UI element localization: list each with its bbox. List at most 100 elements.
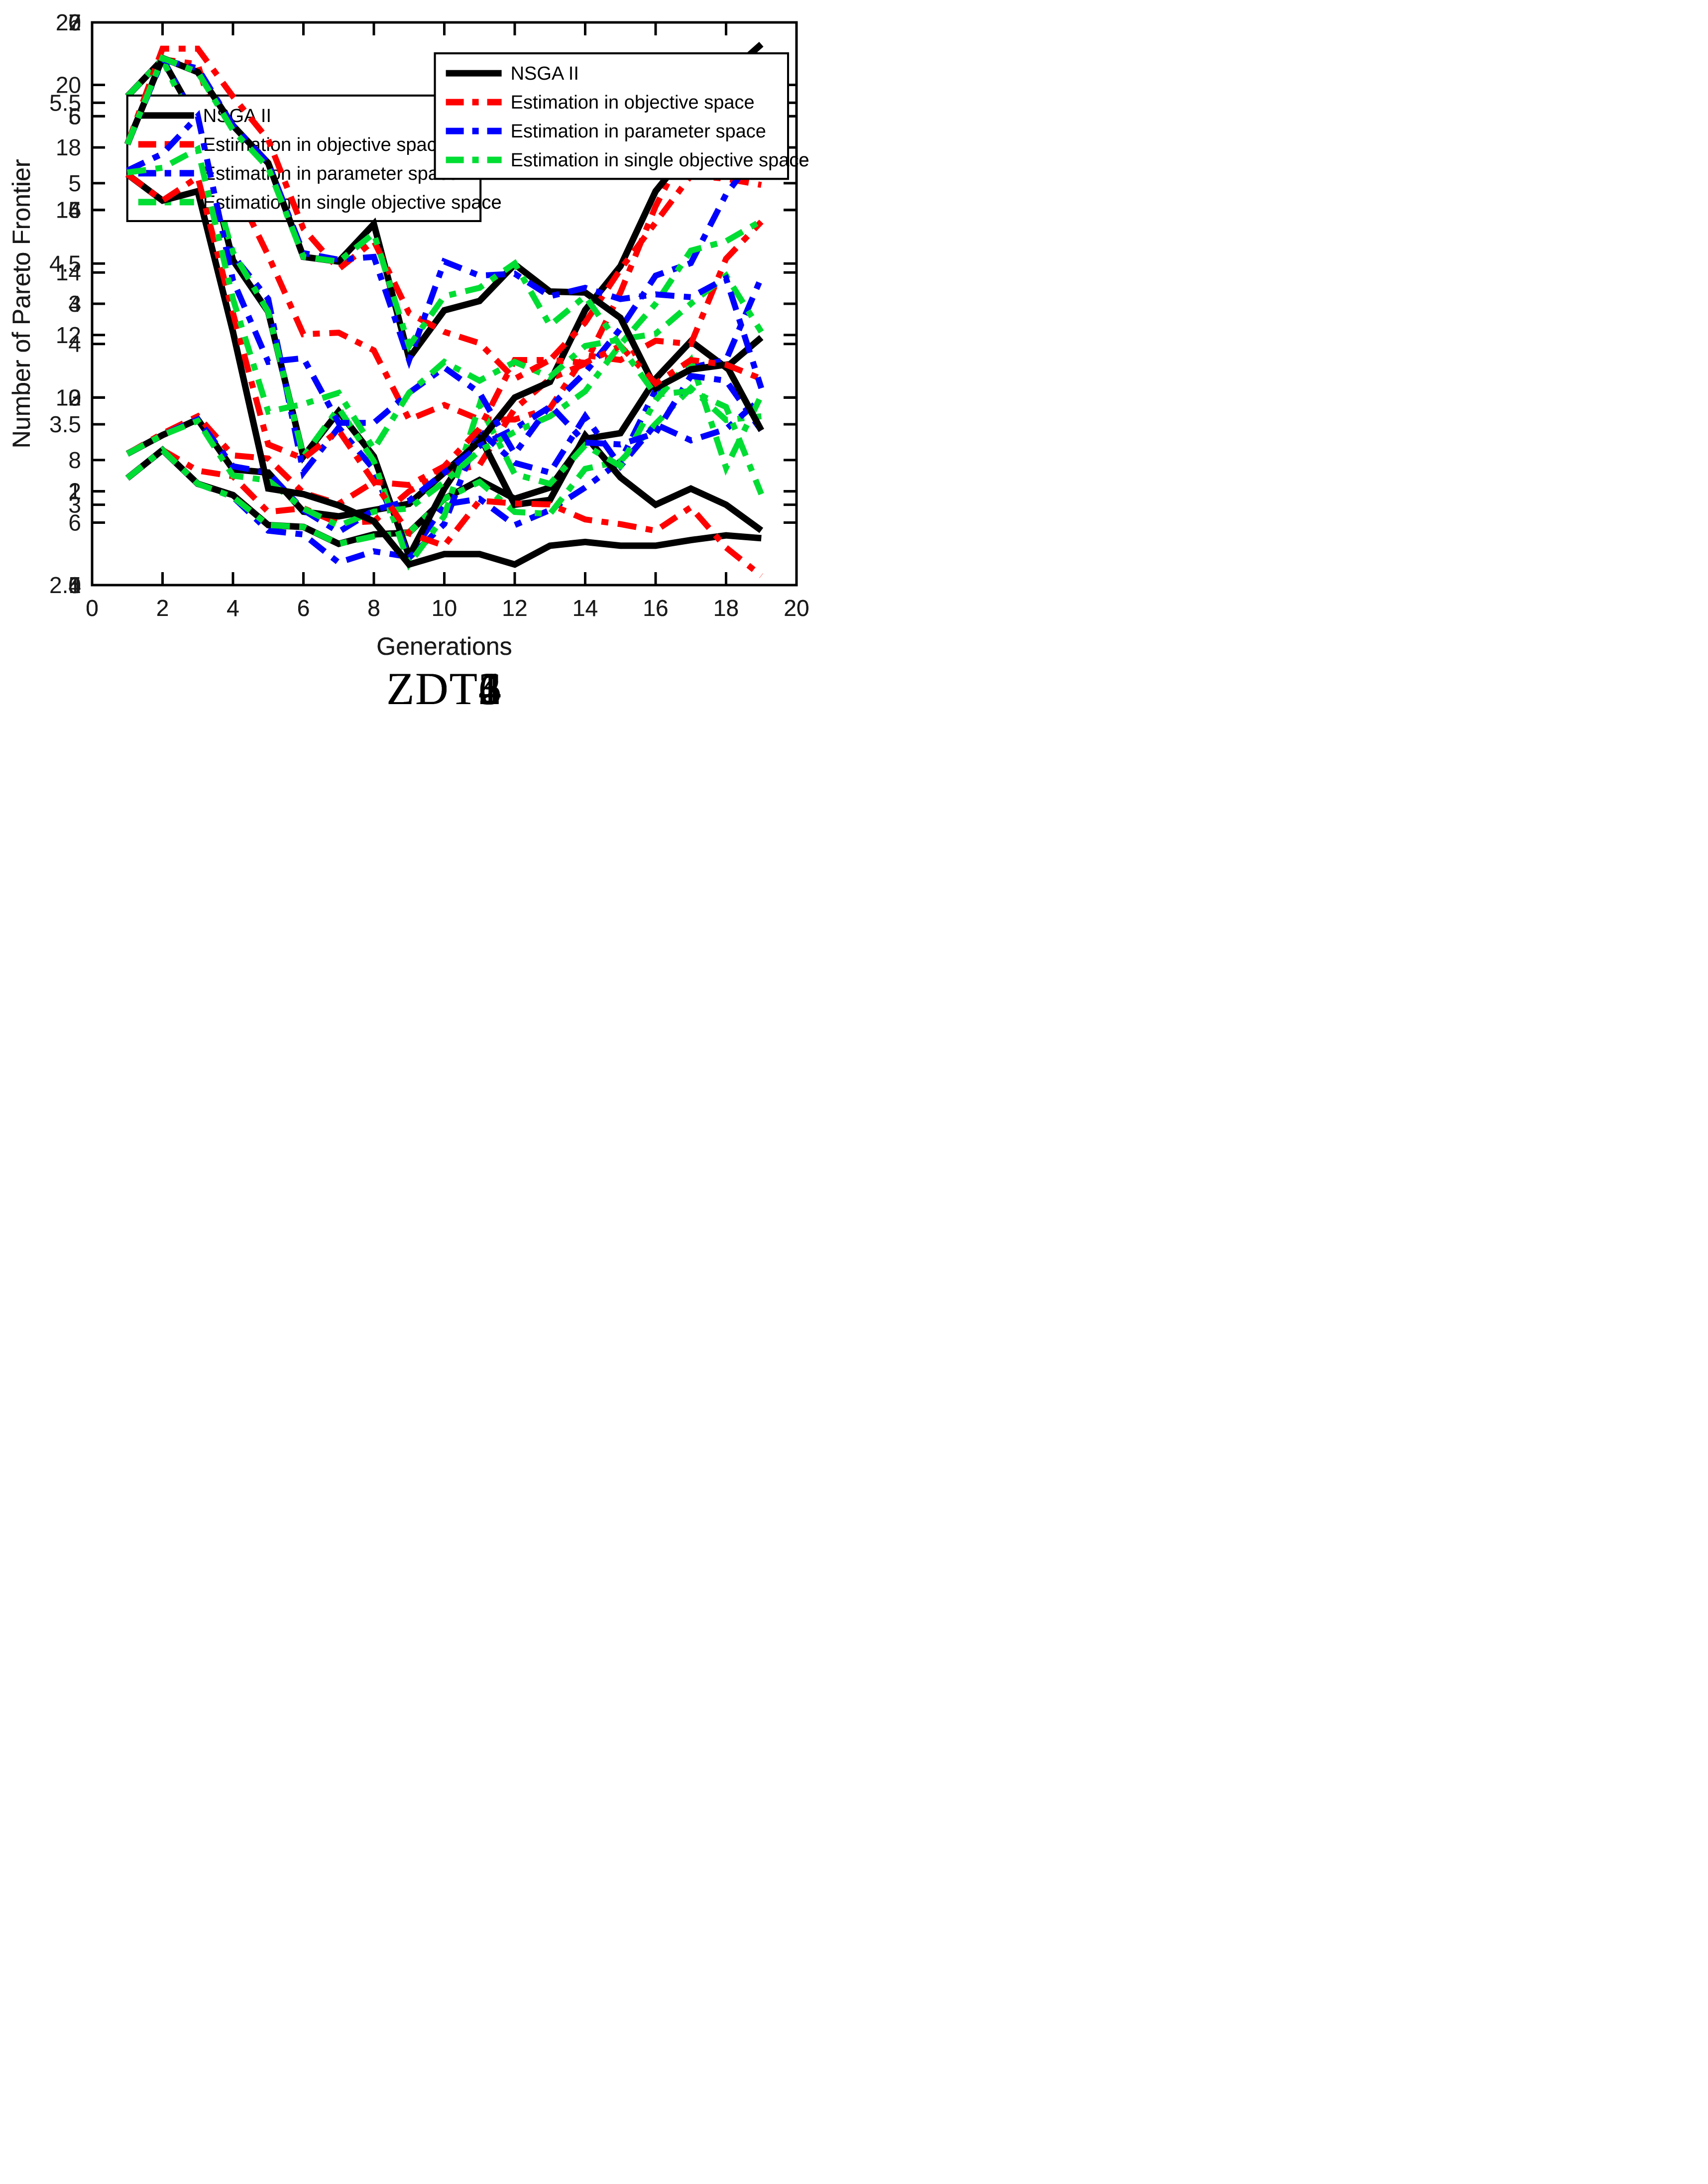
zdt1-ytick-label: 15	[56, 197, 81, 223]
zdt1-xtick-label: 2	[156, 595, 169, 621]
zdt3-ytick-label: 14	[56, 259, 81, 285]
zdt1-xtick-label: 6	[297, 595, 310, 621]
zdt1-xtick-label: 10	[432, 595, 457, 621]
zdt2-xtick-label: 8	[367, 595, 380, 621]
zdt3-series-3	[125, 218, 763, 529]
zdt1-xtick-label: 8	[367, 595, 380, 621]
zdt3-xtick-label: 20	[784, 595, 809, 621]
zdt4-series-0	[125, 171, 762, 569]
zdt2-xtick-label: 18	[713, 595, 739, 621]
zdt4-xlabel: Generations	[376, 632, 512, 660]
zdt2-xtick-label: 2	[156, 595, 169, 621]
zdt1-xlabel: Generations	[376, 632, 512, 660]
zdt2-xtick-label: 14	[572, 595, 598, 621]
zdt4-xtick-label: 10	[432, 595, 457, 621]
zdt3-xtick-label: 10	[432, 595, 457, 621]
zdt3-ytick-label: 16	[56, 197, 81, 223]
zdt3-xtick-label: 4	[227, 595, 239, 621]
zdt2-series-2	[125, 54, 764, 563]
zdt2-series-3	[125, 54, 764, 571]
zdt4-ytick-label: 1	[68, 572, 81, 598]
zdt3-xtick-label: 8	[367, 595, 380, 621]
zdt6-xtick-label: 18	[713, 595, 739, 621]
zdt4-xtick-label: 2	[156, 595, 169, 621]
zdt6-title: ZDT6	[386, 663, 502, 714]
zdt6-legend-label-3: Estimation in single objective space	[511, 150, 809, 171]
zdt2-ylabel: Number of Pareto Frontier	[7, 159, 35, 449]
zdt6-xtick-label: 8	[367, 595, 380, 621]
zdt4-series-1	[125, 172, 764, 578]
zdt6-xtick-label: 4	[227, 595, 239, 621]
zdt6-ytick-label: 5	[68, 103, 81, 129]
zdt2-ytick-label: 5.5	[49, 90, 81, 116]
zdt3-xtick-label: 0	[86, 595, 99, 621]
zdt4-xtick-label: 12	[502, 595, 527, 621]
zdt3-ytick-label: 20	[56, 72, 81, 98]
zdt6-legend-label-0: NSGA II	[511, 63, 579, 84]
zdt4-ytick-label: 5	[68, 197, 81, 223]
zdt2-xlabel: Generations	[376, 632, 512, 660]
zdt1-xtick-label: 0	[86, 595, 99, 621]
zdt3-ylabel: Number of Pareto Frontier	[7, 159, 35, 449]
zdt4-ytick-label: 2	[68, 479, 81, 504]
zdt6-ylabel: Number of Pareto Frontier	[7, 159, 35, 449]
zdt2-xtick-label: 10	[432, 595, 457, 621]
zdt4-ytick-label: 6	[68, 103, 81, 129]
zdt6-ytick-label: 4	[68, 197, 81, 223]
zdt2-xtick-label: 20	[784, 595, 809, 621]
zdt2-ytick-label: 2.5	[49, 572, 81, 598]
zdt6-ytick-label: 3	[68, 291, 81, 317]
zdt1-ytick-label: 5	[68, 572, 81, 598]
zdt3-legend-label-2: Estimation in parameter space	[203, 163, 458, 184]
zdt4-ytick-label: 7	[68, 9, 81, 35]
zdt3-ytick-label: 4	[68, 572, 81, 598]
zdt6-xtick-label: 14	[572, 595, 598, 621]
zdt2-ytick-label: 4.5	[49, 250, 81, 276]
zdt6-xtick-label: 0	[86, 595, 99, 621]
zdt3-ytick-label: 22	[56, 9, 81, 35]
zdt6-plot: 0 2 4 6 8 10 12 14 16 18 20 0 1 2 3 4 5 6 Generations Numbe…	[0, 0, 854, 728]
zdt4-xtick-label: 20	[784, 595, 809, 621]
zdt4-xtick-label: 6	[297, 595, 310, 621]
zdt6-legend-label-2: Estimation in parameter space	[511, 121, 766, 142]
zdt4-xtick-label: 14	[572, 595, 598, 621]
zdt6-series-1	[124, 45, 763, 387]
zdt2-ytick-label: 6	[68, 9, 81, 35]
zdt2-xtick-label: 4	[227, 595, 239, 621]
zdt6-legend: NSGA II Estimation in objective space Esti…	[434, 52, 809, 180]
zdt1-xtick-label: 12	[502, 595, 527, 621]
zdt1-title: ZDT1	[386, 663, 502, 714]
zdt2-title: ZDT2	[386, 663, 502, 714]
zdt1-ytick-label: 10	[56, 384, 81, 410]
zdt6-xtick-label: 2	[156, 595, 169, 621]
zdt6-xtick-label: 6	[297, 595, 310, 621]
zdt4-ylabel: Number of Pareto Frontier	[7, 159, 35, 449]
zdt6-xlabel: Generations	[376, 632, 512, 660]
zdt1-ytick-label: 20	[56, 9, 81, 35]
zdt3-xtick-label: 2	[156, 595, 169, 621]
zdt3-ytick-label: 8	[68, 447, 81, 473]
zdt2-ytick-label: 3	[68, 492, 81, 518]
zdt3-series-2	[125, 145, 764, 536]
zdt3-title: ZDT3	[386, 663, 502, 714]
zdt3-legend-label-0: NSGA II	[203, 106, 271, 126]
zdt4-ytick-label: 3	[68, 384, 81, 410]
zdt6-ytick-label: 0	[68, 572, 81, 598]
zdt2-xtick-label: 12	[502, 595, 527, 621]
zdt2-ytick-label: 3.5	[49, 411, 81, 437]
zdt6-svg: 0 2 4 6 8 10 12 14 16 18 200123456GenerationsNumbe…	[7, 9, 809, 660]
zdt3-xtick-label: 16	[643, 595, 668, 621]
zdt4-xtick-label: 18	[713, 595, 739, 621]
zdt2-ytick-label: 4	[68, 331, 81, 357]
zdt3-ytick-label: 18	[56, 134, 81, 160]
zdt6-ytick-label: 2	[68, 384, 81, 410]
zdt6-figure: 0 2 4 6 8 10 12 14 16 18 20 0 1 2 3 4 5 6 Generations Numbe…	[0, 0, 854, 728]
zdt1-ylabel: Number of Pareto Frontier	[7, 159, 35, 449]
zdt4-xtick-label: 16	[643, 595, 668, 621]
zdt4-xtick-label: 0	[86, 595, 99, 621]
zdt1-xtick-label: 20	[784, 595, 809, 621]
zdt3-xtick-label: 6	[297, 595, 310, 621]
zdt4-title: ZDT4	[386, 663, 502, 714]
zdt3-ytick-label: 10	[56, 384, 81, 410]
zdt3-xtick-label: 14	[572, 595, 598, 621]
